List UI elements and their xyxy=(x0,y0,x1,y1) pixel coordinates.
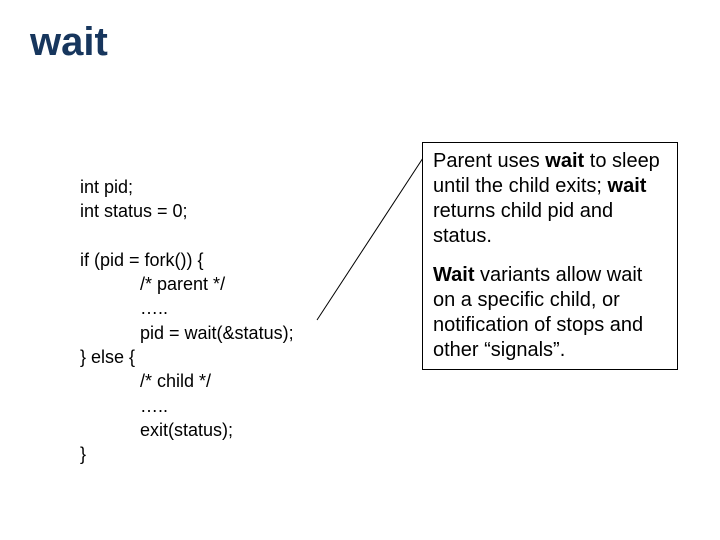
code-block: int pid;int status = 0; if (pid = fork()… xyxy=(80,175,294,467)
callout-text-run: wait xyxy=(608,175,647,197)
code-line: /* parent */ xyxy=(80,272,294,296)
callout-text-run: Wait xyxy=(433,264,474,286)
code-line: int status = 0; xyxy=(80,199,294,223)
callout-box: Parent uses wait to sleep until the chil… xyxy=(422,142,678,370)
code-line: } else { xyxy=(80,345,294,369)
code-line: /* child */ xyxy=(80,369,294,393)
callout-paragraph-2: Wait variants allow wait on a specific c… xyxy=(433,263,667,363)
code-line: pid = wait(&status); xyxy=(80,321,294,345)
code-line xyxy=(80,224,294,248)
callout-text-run: returns child pid and status. xyxy=(433,200,613,247)
slide-title: wait xyxy=(30,20,108,65)
code-line: ….. xyxy=(80,394,294,418)
code-line: exit(status); xyxy=(80,418,294,442)
code-line: if (pid = fork()) { xyxy=(80,248,294,272)
callout-text-run: wait xyxy=(545,150,584,172)
code-line: } xyxy=(80,442,294,466)
code-line: ….. xyxy=(80,296,294,320)
code-line: int pid; xyxy=(80,175,294,199)
callout-text-run: Parent uses xyxy=(433,150,545,172)
slide: wait int pid;int status = 0; if (pid = f… xyxy=(0,0,720,540)
callout-paragraph-1: Parent uses wait to sleep until the chil… xyxy=(433,149,667,249)
